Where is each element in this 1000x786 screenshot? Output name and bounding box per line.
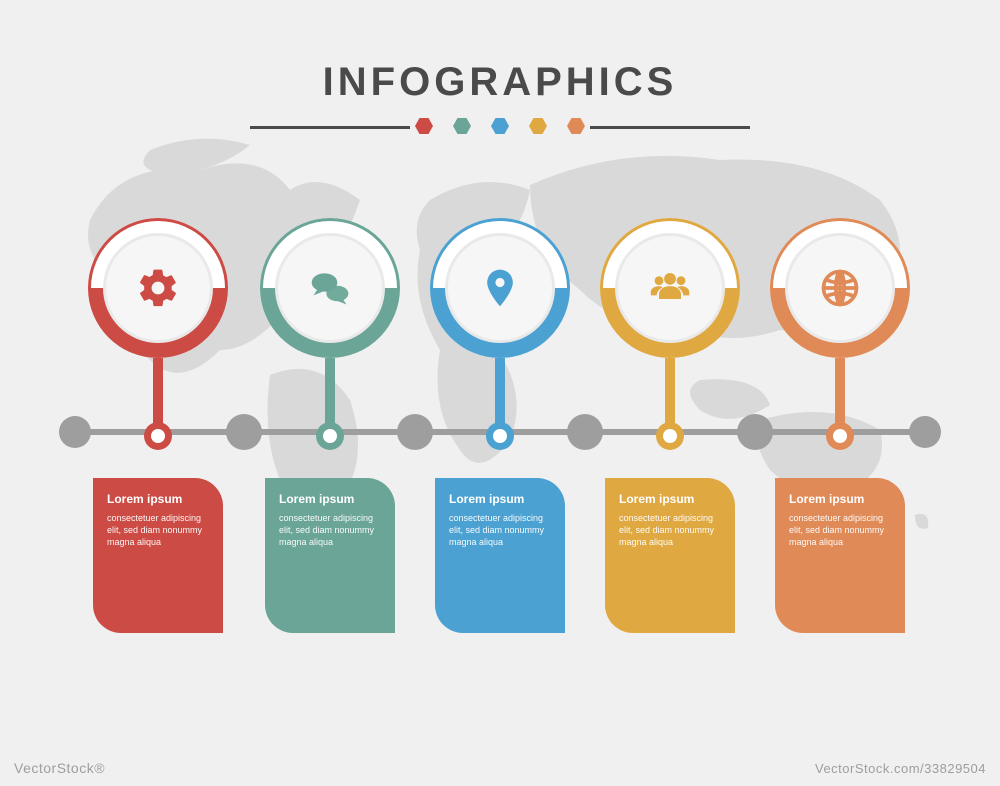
step-circle — [600, 218, 740, 358]
infographic-canvas: INFOGRAPHICS Lorem ipsum consectetuer ad… — [0, 0, 1000, 786]
step-circle-inner — [275, 233, 385, 343]
step-circle — [88, 218, 228, 358]
watermark-right: VectorStock.com/33829504 — [815, 761, 986, 776]
step-circle-inner — [103, 233, 213, 343]
timeline-end-0 — [59, 416, 91, 448]
step-0: Lorem ipsum consectetuer adipiscing elit… — [88, 218, 228, 633]
globe-icon — [818, 266, 862, 310]
page-title: INFOGRAPHICS — [0, 60, 1000, 105]
step-connector-node — [144, 422, 172, 450]
step-card-body: consectetuer adipiscing elit, sed diam n… — [449, 512, 551, 548]
step-connector-node — [486, 422, 514, 450]
step-circle — [260, 218, 400, 358]
timeline-mid-1 — [397, 414, 433, 450]
step-circle-inner — [615, 233, 725, 343]
step-card-body: consectetuer adipiscing elit, sed diam n… — [279, 512, 381, 548]
step-card-body: consectetuer adipiscing elit, sed diam n… — [619, 512, 721, 548]
chat-icon — [308, 266, 352, 310]
step-card: Lorem ipsum consectetuer adipiscing elit… — [435, 478, 565, 633]
timeline-mid-2 — [567, 414, 603, 450]
step-circle-inner — [785, 233, 895, 343]
step-1: Lorem ipsum consectetuer adipiscing elit… — [260, 218, 400, 633]
step-connector-node — [826, 422, 854, 450]
step-connector-node — [656, 422, 684, 450]
watermark-left: VectorStock® — [14, 760, 105, 776]
step-2: Lorem ipsum consectetuer adipiscing elit… — [430, 218, 570, 633]
legend-hex-2 — [491, 118, 509, 134]
step-card-title: Lorem ipsum — [789, 492, 891, 506]
step-circle — [770, 218, 910, 358]
step-card: Lorem ipsum consectetuer adipiscing elit… — [605, 478, 735, 633]
step-card-title: Lorem ipsum — [279, 492, 381, 506]
step-connector-node — [316, 422, 344, 450]
legend-hex-0 — [415, 118, 433, 134]
people-icon — [648, 266, 692, 310]
step-card: Lorem ipsum consectetuer adipiscing elit… — [775, 478, 905, 633]
step-4: Lorem ipsum consectetuer adipiscing elit… — [770, 218, 910, 633]
step-card-title: Lorem ipsum — [619, 492, 721, 506]
step-card: Lorem ipsum consectetuer adipiscing elit… — [265, 478, 395, 633]
step-card-title: Lorem ipsum — [107, 492, 209, 506]
step-card-body: consectetuer adipiscing elit, sed diam n… — [107, 512, 209, 548]
legend-hex-row — [0, 118, 1000, 134]
legend-hex-3 — [529, 118, 547, 134]
timeline-mid-0 — [226, 414, 262, 450]
step-3: Lorem ipsum consectetuer adipiscing elit… — [600, 218, 740, 633]
step-card-title: Lorem ipsum — [449, 492, 551, 506]
legend-hex-4 — [567, 118, 585, 134]
pin-icon — [478, 266, 522, 310]
timeline-end-1 — [909, 416, 941, 448]
step-card: Lorem ipsum consectetuer adipiscing elit… — [93, 478, 223, 633]
legend-hex-1 — [453, 118, 471, 134]
gear-icon — [136, 266, 180, 310]
step-card-body: consectetuer adipiscing elit, sed diam n… — [789, 512, 891, 548]
step-circle-inner — [445, 233, 555, 343]
step-circle — [430, 218, 570, 358]
timeline-mid-3 — [737, 414, 773, 450]
